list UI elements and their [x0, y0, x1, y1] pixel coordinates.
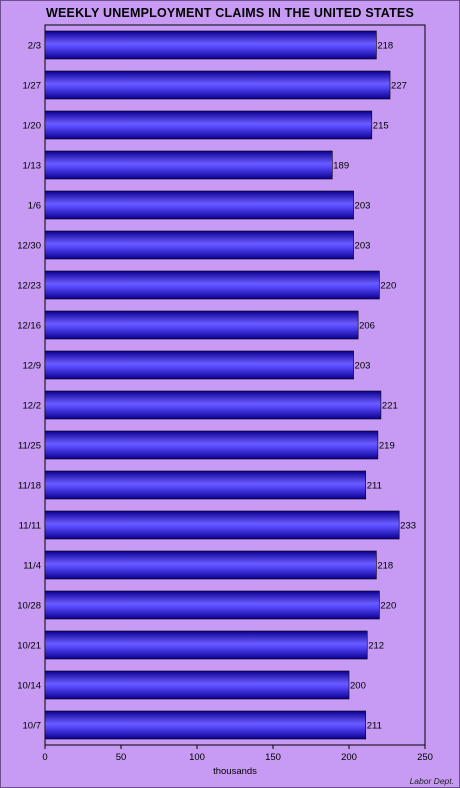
category-label: 1/27 [23, 81, 42, 92]
value-label: 212 [368, 641, 384, 652]
bar-1-6 [44, 190, 354, 220]
value-label: 227 [391, 81, 407, 92]
category-label: 10/7 [23, 721, 42, 732]
value-label: 203 [355, 361, 371, 372]
category-label: 11/4 [23, 561, 41, 572]
x-tick-label: 0 [42, 752, 47, 763]
value-label: 221 [382, 401, 398, 412]
x-tick-label: 150 [265, 752, 281, 763]
value-label: 220 [380, 281, 396, 292]
value-label: 206 [359, 321, 375, 332]
value-label: 189 [333, 161, 349, 172]
bar-1-13 [44, 150, 333, 180]
category-label: 1/6 [28, 201, 41, 212]
category-label: 1/13 [23, 161, 42, 172]
category-label: 1/20 [23, 121, 42, 132]
value-label: 233 [400, 521, 416, 532]
value-label: 211 [367, 481, 382, 492]
category-label: 12/9 [23, 361, 42, 372]
x-tick-label: 100 [189, 752, 205, 763]
value-label: 220 [380, 601, 396, 612]
value-label: 218 [377, 561, 393, 572]
category-label: 11/18 [18, 481, 41, 492]
category-label: 12/30 [17, 241, 41, 252]
category-label: 12/16 [17, 321, 41, 332]
bar-10-28 [44, 590, 380, 620]
category-label: 2/3 [28, 41, 41, 52]
value-label: 203 [355, 201, 371, 212]
source-note: Labor Dept. [409, 776, 454, 786]
value-label: 215 [373, 121, 389, 132]
bar-1-27 [44, 70, 391, 100]
category-label: 12/2 [23, 401, 42, 412]
bar-10-14 [44, 670, 350, 700]
bar-11-25 [44, 430, 379, 460]
x-axis-label: thousands [213, 766, 257, 777]
bar-12-30 [44, 230, 354, 260]
x-tick-label: 250 [417, 752, 433, 763]
bars-group: 2/3 218 1/27 227 1/20 215 1/13 189 1/6 203 12/30 20… [17, 30, 416, 740]
bar-11-4 [44, 550, 377, 580]
value-label: 203 [355, 241, 371, 252]
x-axis-ticks: 0 50 100 150 200 250 [42, 745, 433, 763]
category-label: 10/21 [17, 641, 41, 652]
bar-10-7 [44, 710, 367, 740]
bar-12-9 [44, 350, 354, 380]
x-tick-label: 50 [116, 752, 127, 763]
value-label: 219 [379, 441, 395, 452]
bar-12-23 [44, 270, 380, 300]
value-label: 200 [350, 681, 366, 692]
category-label: 11/25 [18, 441, 41, 452]
category-label: 12/23 [17, 281, 41, 292]
bar-11-11 [44, 510, 400, 540]
bar-1-20 [44, 110, 373, 140]
bar-12-16 [44, 310, 359, 340]
category-label: 10/28 [17, 601, 41, 612]
category-label: 10/14 [17, 681, 41, 692]
value-label: 218 [377, 41, 393, 52]
bar-11-18 [44, 470, 367, 500]
plot-area [44, 24, 426, 746]
x-tick-label: 200 [341, 752, 357, 763]
bar-12-2 [44, 390, 382, 420]
value-label: 211 [367, 721, 382, 732]
bar-10-21 [44, 630, 368, 660]
chart-title: WEEKLY UNEMPLOYMENT CLAIMS IN THE UNITED… [46, 6, 414, 20]
category-label: 11/11 [19, 521, 41, 532]
bar-2-3 [44, 30, 377, 60]
